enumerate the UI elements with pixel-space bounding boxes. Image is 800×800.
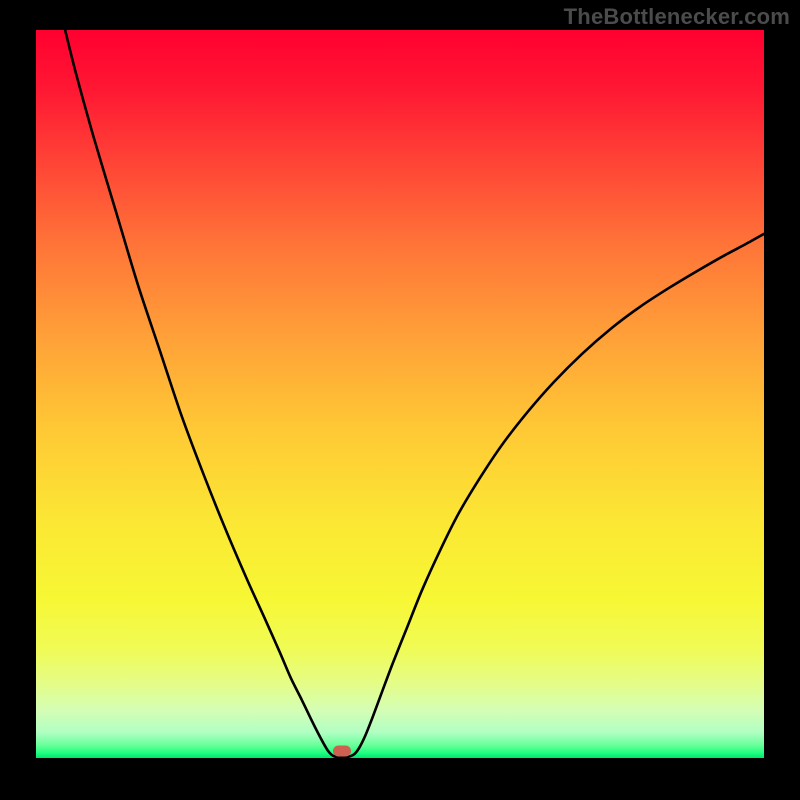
plot-svg xyxy=(36,30,764,758)
gradient-bg xyxy=(36,30,764,758)
min-marker xyxy=(333,745,351,756)
watermark-text: TheBottlenecker.com xyxy=(564,4,790,30)
chart-container: TheBottlenecker.com xyxy=(0,0,800,800)
plot-area xyxy=(36,30,764,758)
